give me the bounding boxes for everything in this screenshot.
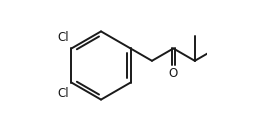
Text: Cl: Cl (57, 31, 69, 44)
Text: O: O (169, 67, 178, 80)
Text: Cl: Cl (57, 87, 69, 100)
